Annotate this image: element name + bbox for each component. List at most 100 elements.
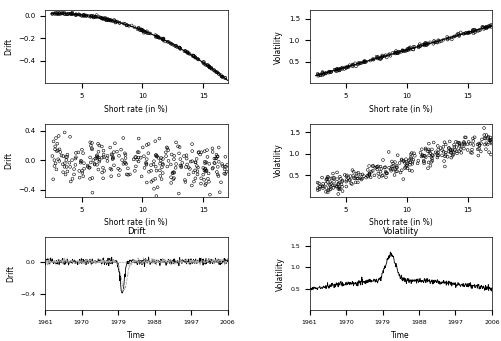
Point bbox=[168, 170, 176, 176]
Point bbox=[359, 59, 367, 65]
Point bbox=[386, 168, 394, 174]
Point bbox=[68, 12, 76, 17]
Point bbox=[102, 16, 110, 21]
Point bbox=[335, 186, 343, 191]
Point bbox=[342, 173, 350, 178]
Point bbox=[321, 189, 329, 194]
Point bbox=[421, 147, 429, 152]
Point bbox=[134, 25, 142, 30]
Point bbox=[214, 71, 222, 76]
Point bbox=[184, 172, 192, 177]
Point bbox=[433, 147, 441, 152]
Point bbox=[129, 157, 137, 162]
Point bbox=[76, 12, 84, 18]
Point bbox=[372, 164, 380, 169]
Point bbox=[338, 178, 346, 183]
Point bbox=[336, 176, 344, 181]
Point bbox=[118, 157, 126, 163]
Point bbox=[458, 31, 466, 36]
Point bbox=[439, 37, 447, 42]
Point bbox=[140, 29, 148, 34]
Point bbox=[315, 181, 323, 186]
Point bbox=[443, 37, 451, 42]
Point bbox=[418, 153, 426, 159]
Point bbox=[181, 48, 189, 54]
Point bbox=[479, 135, 487, 141]
Point bbox=[324, 69, 332, 74]
Point bbox=[409, 151, 417, 156]
Point bbox=[110, 17, 118, 23]
Point bbox=[213, 164, 221, 169]
Point bbox=[121, 151, 129, 156]
Point bbox=[377, 54, 385, 60]
Point bbox=[190, 55, 198, 60]
Point bbox=[323, 179, 331, 184]
Point bbox=[113, 149, 121, 154]
Point bbox=[478, 25, 486, 30]
Point bbox=[357, 176, 365, 181]
Point bbox=[473, 153, 481, 158]
Point bbox=[65, 160, 73, 165]
Point bbox=[322, 185, 330, 191]
Point bbox=[427, 147, 435, 152]
Point bbox=[164, 147, 172, 153]
Point bbox=[59, 11, 67, 16]
Point bbox=[169, 169, 177, 175]
Point bbox=[63, 12, 71, 17]
Point bbox=[202, 168, 210, 174]
Point bbox=[318, 70, 326, 76]
Point bbox=[408, 157, 416, 163]
X-axis label: Short rate (in %): Short rate (in %) bbox=[368, 105, 432, 114]
Point bbox=[212, 152, 220, 158]
Point bbox=[382, 170, 390, 176]
Point bbox=[484, 23, 492, 29]
Point bbox=[335, 68, 343, 73]
Point bbox=[372, 55, 380, 60]
Point bbox=[175, 45, 183, 51]
Point bbox=[211, 69, 219, 74]
X-axis label: Time: Time bbox=[127, 330, 145, 340]
Point bbox=[215, 190, 223, 195]
Point bbox=[79, 13, 87, 18]
Point bbox=[326, 184, 334, 190]
Point bbox=[429, 38, 437, 44]
Point bbox=[80, 12, 88, 18]
Point bbox=[171, 43, 179, 49]
Point bbox=[143, 31, 151, 36]
Point bbox=[461, 135, 469, 140]
Point bbox=[341, 65, 349, 71]
Point bbox=[197, 176, 205, 181]
Point bbox=[318, 69, 326, 75]
Point bbox=[429, 40, 437, 45]
Point bbox=[67, 179, 75, 184]
Point bbox=[158, 170, 166, 176]
Point bbox=[424, 41, 432, 46]
Point bbox=[338, 179, 346, 184]
Point bbox=[373, 56, 381, 61]
Point bbox=[61, 12, 69, 17]
Point bbox=[403, 166, 411, 171]
Point bbox=[147, 179, 155, 184]
Point bbox=[51, 11, 59, 17]
Point bbox=[453, 31, 461, 36]
Point bbox=[58, 10, 66, 16]
Point bbox=[169, 42, 177, 47]
Point bbox=[425, 163, 433, 168]
Point bbox=[372, 54, 380, 59]
Point bbox=[151, 164, 159, 169]
Point bbox=[322, 177, 330, 182]
Point bbox=[189, 179, 197, 184]
Point bbox=[456, 144, 464, 149]
Point bbox=[382, 55, 390, 60]
Point bbox=[124, 166, 132, 171]
Point bbox=[213, 172, 221, 177]
Point bbox=[92, 14, 100, 19]
Point bbox=[380, 54, 388, 59]
Point bbox=[204, 63, 212, 69]
Point bbox=[392, 50, 400, 55]
Point bbox=[468, 136, 476, 141]
Point bbox=[54, 148, 62, 153]
Point bbox=[151, 34, 159, 40]
Point bbox=[390, 50, 398, 56]
Point bbox=[323, 174, 331, 180]
